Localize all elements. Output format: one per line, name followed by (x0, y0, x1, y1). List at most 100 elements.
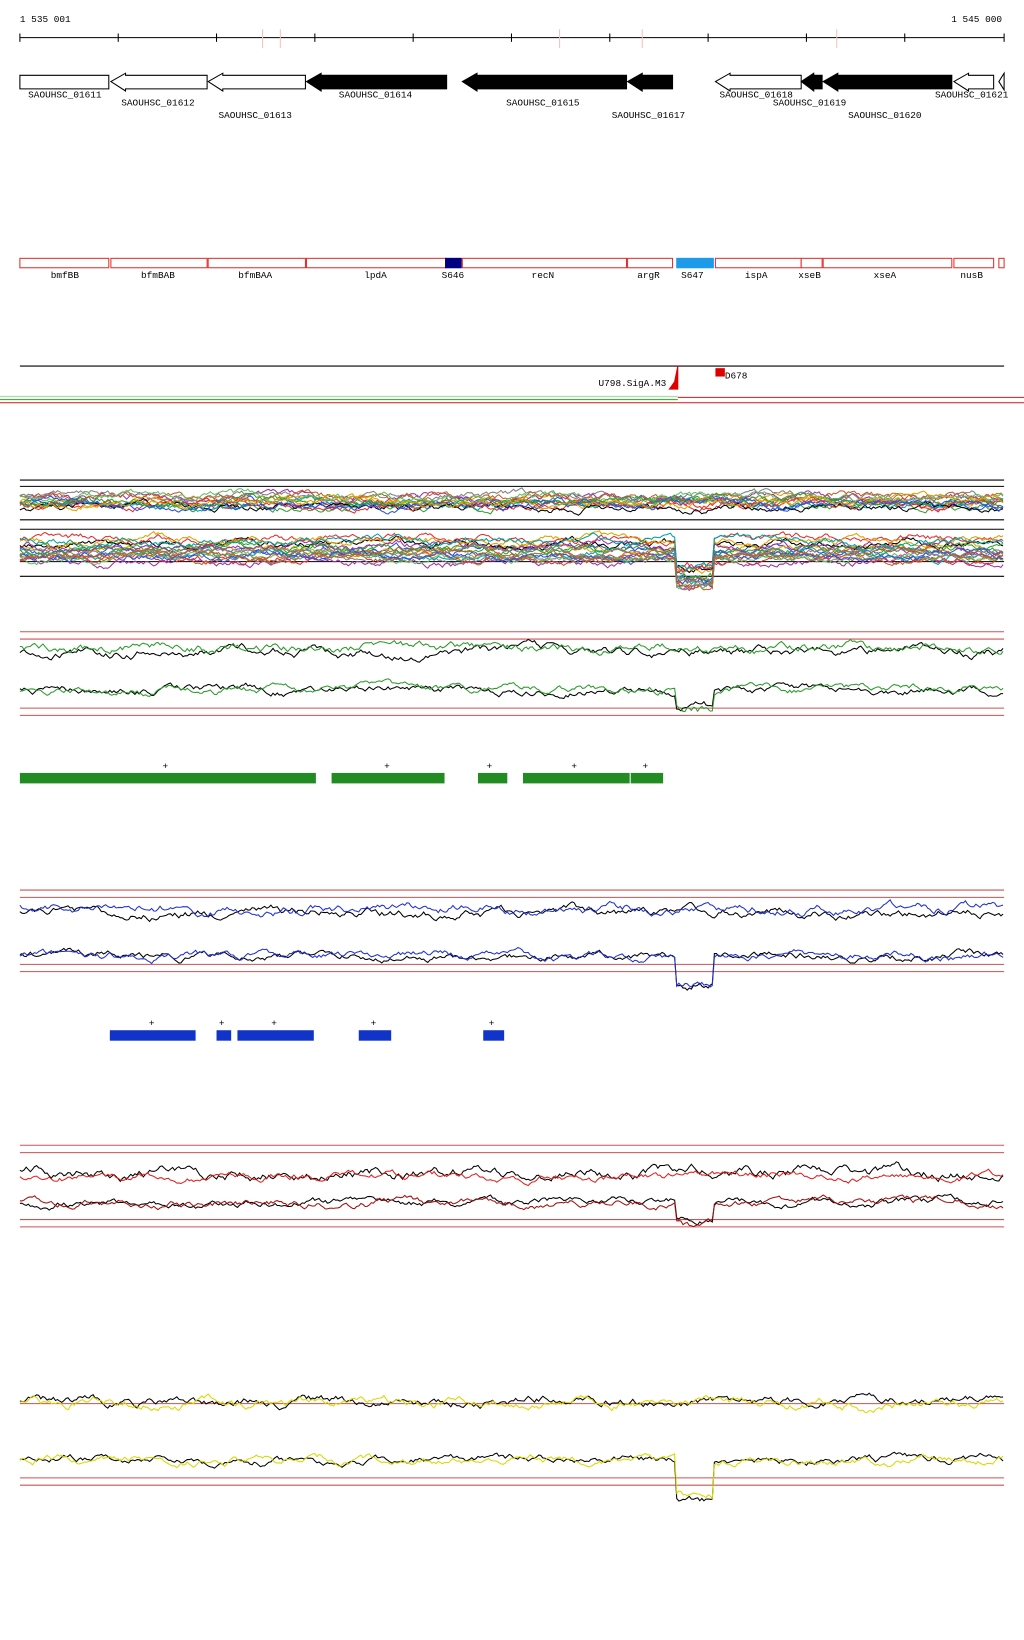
feature-label: recN (532, 270, 555, 281)
enriched-region (216, 1030, 232, 1041)
tss-marker (715, 368, 725, 377)
feature-label: ispA (745, 270, 768, 281)
enriched-region (109, 1030, 196, 1041)
signal-trace (19, 638, 1004, 656)
feature-box (627, 257, 674, 269)
gene-arrow (800, 72, 823, 93)
signal-trace (19, 1452, 1004, 1501)
gene-label: SAOUHSC_01619 (773, 98, 846, 109)
enriched-region (237, 1030, 314, 1041)
signal-trace (19, 492, 1004, 510)
feature-box (953, 257, 995, 269)
signal-trace (19, 490, 1004, 512)
enriched-region (358, 1030, 392, 1041)
ruler-start: 1 535 001 (20, 14, 71, 25)
enriched-region (331, 772, 445, 784)
region-mark: + (487, 761, 493, 772)
tss-marker (668, 365, 679, 390)
feature-label: nusB (960, 270, 983, 281)
signal-trace (19, 540, 1004, 581)
signal-trace (19, 947, 1004, 988)
signal-trace (19, 638, 1004, 663)
feature-box (445, 257, 462, 269)
region-mark: + (643, 761, 649, 772)
gene-arrow (305, 72, 448, 92)
feature-label: xseB (798, 270, 821, 281)
gene-arrow (461, 72, 628, 92)
feature-box (800, 257, 823, 269)
feature-box (822, 257, 953, 269)
tss-label: D678 (725, 371, 748, 382)
signal-trace (19, 901, 1004, 923)
gene-label: SAOUHSC_01620 (848, 110, 922, 121)
enriched-region (19, 772, 316, 784)
signal-trace (19, 1194, 1004, 1228)
signal-trace (19, 547, 1004, 585)
feature-label: bmfBB (51, 270, 80, 281)
feature-label: bfmBAB (141, 270, 175, 281)
gene-label: SAOUHSC_01613 (219, 110, 293, 121)
feature-box (714, 257, 802, 269)
signal-trace (19, 549, 1004, 591)
gene-label: SAOUHSC_01617 (612, 110, 685, 121)
region-mark: + (571, 761, 577, 772)
region-mark: + (162, 761, 168, 772)
signal-trace (19, 532, 1004, 571)
signal-trace (19, 538, 1004, 574)
signal-trace (19, 549, 1004, 591)
signal-trace (19, 1451, 1004, 1502)
feature-label: bfmBAA (238, 270, 272, 281)
feature-box (676, 257, 714, 269)
gene-label: SAOUHSC_01611 (28, 89, 102, 100)
feature-box (998, 257, 1005, 269)
region-mark: + (384, 761, 390, 772)
ruler-end: 1 545 000 (951, 14, 1002, 25)
feature-box (110, 257, 208, 269)
signal-trace (19, 1393, 1004, 1414)
signal-trace (19, 1168, 1004, 1187)
enriched-region (483, 1030, 505, 1041)
feature-label: lpdA (364, 270, 387, 281)
gene-arrow (109, 72, 208, 92)
gene-label: SAOUHSC_01621 (935, 89, 1009, 100)
gene-label: SAOUHSC_01614 (339, 89, 413, 100)
enriched-region (478, 772, 508, 784)
region-mark: + (271, 1018, 277, 1029)
region-mark: + (219, 1018, 225, 1029)
signal-trace (19, 545, 1004, 585)
feature-label: S646 (442, 270, 465, 281)
signal-trace (19, 682, 1004, 712)
feature-label: xseA (874, 270, 897, 281)
feature-box (19, 257, 110, 269)
gene-arrow (626, 72, 674, 92)
feature-box (461, 257, 628, 269)
signal-trace (19, 488, 1004, 506)
region-mark: + (371, 1018, 377, 1029)
region-mark: + (489, 1018, 495, 1029)
signal-trace (19, 555, 1004, 592)
gene-arrow (19, 74, 110, 90)
gene-label: SAOUHSC_01618 (720, 89, 794, 100)
tss-label: U798.SigA.M3 (599, 378, 667, 389)
signal-trace (19, 1193, 1004, 1226)
region-mark: + (149, 1018, 155, 1029)
signal-trace (19, 531, 1004, 572)
enriched-region (630, 772, 664, 784)
gene-label: SAOUHSC_01612 (121, 98, 194, 109)
feature-label: argR (637, 270, 660, 281)
gene-arrow (952, 72, 995, 92)
feature-box (207, 257, 306, 269)
gene-arrow (207, 72, 306, 92)
gene-arrow (822, 72, 953, 92)
signal-trace (19, 1161, 1004, 1183)
signal-trace (19, 678, 1004, 713)
feature-box (305, 257, 447, 269)
gene-label: SAOUHSC_01615 (506, 98, 580, 109)
enriched-region (522, 772, 630, 784)
signal-trace (19, 898, 1004, 918)
signal-trace (19, 549, 1004, 590)
gene-arrow (998, 71, 1005, 92)
feature-label: S647 (681, 270, 704, 281)
